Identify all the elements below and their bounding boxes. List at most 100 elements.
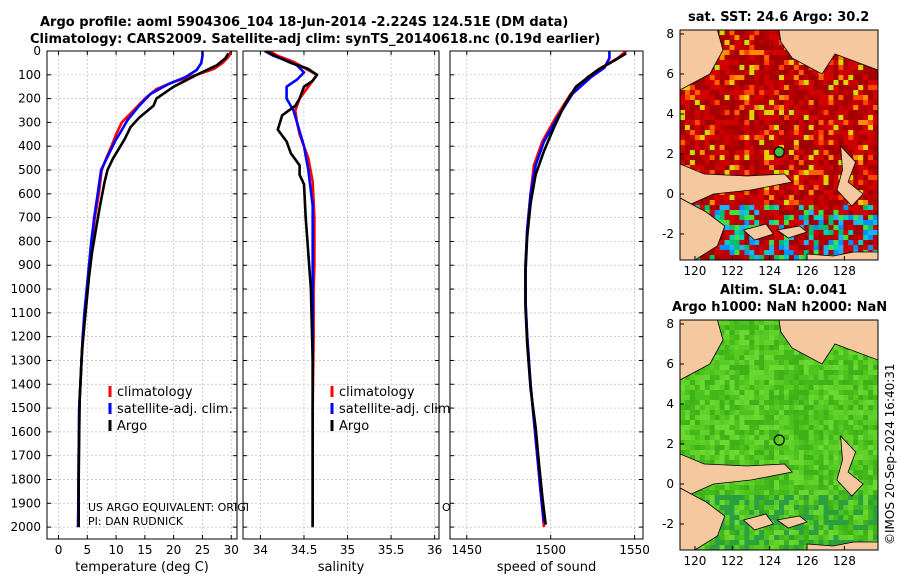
map-cell xyxy=(769,130,775,136)
map-cell xyxy=(833,145,839,151)
map-cell xyxy=(843,245,849,251)
map-cell xyxy=(858,465,864,471)
map-cell xyxy=(843,370,849,376)
note-stray-letter: O xyxy=(442,501,451,514)
map-cell xyxy=(803,250,809,256)
map-cell xyxy=(838,510,844,516)
map-cell xyxy=(729,145,735,151)
map-cell xyxy=(833,165,839,171)
map-cell xyxy=(734,420,740,426)
map-cell xyxy=(684,120,691,126)
map-cell xyxy=(808,365,814,371)
map-cell xyxy=(694,490,701,496)
map-cell xyxy=(729,460,735,466)
map-cell xyxy=(808,505,814,511)
map-cell xyxy=(689,90,696,96)
map-cell xyxy=(709,500,715,506)
map-cell xyxy=(744,105,750,111)
map-cell xyxy=(754,330,760,336)
argo-position-marker xyxy=(773,146,785,158)
map-cell xyxy=(749,65,755,71)
map-cell xyxy=(823,180,829,186)
map-cell xyxy=(754,200,760,206)
map-cell xyxy=(680,385,686,391)
map-cell xyxy=(838,350,844,356)
map-cell xyxy=(754,205,760,211)
map-cell xyxy=(714,455,720,461)
map-cell xyxy=(774,530,780,536)
map-cell xyxy=(689,160,696,166)
map-cell xyxy=(769,40,775,46)
map-cell xyxy=(788,105,795,111)
map-cell xyxy=(744,75,750,81)
map-cell xyxy=(734,170,740,176)
map-cell xyxy=(759,540,765,546)
map-cell xyxy=(774,85,780,91)
map-cell xyxy=(744,220,750,226)
map-cell xyxy=(729,235,735,241)
map-cell xyxy=(729,160,735,166)
map-cell xyxy=(774,515,780,521)
map-cell xyxy=(684,150,691,156)
map-cell xyxy=(769,385,775,391)
map-cell xyxy=(734,380,740,386)
map-cell xyxy=(749,320,755,326)
map-x-tick-label: 120 xyxy=(683,554,706,568)
map-cell xyxy=(848,425,854,431)
map-cell xyxy=(808,520,814,526)
map-cell xyxy=(843,210,849,216)
map-cell xyxy=(759,80,765,86)
map-cell xyxy=(764,445,770,451)
map-cell xyxy=(823,420,829,426)
map-cell xyxy=(793,95,800,101)
map-cell xyxy=(808,485,814,491)
map-cell xyxy=(853,115,859,121)
map-cell xyxy=(699,405,706,411)
map-cell xyxy=(724,85,730,91)
map-cell xyxy=(788,215,795,221)
map-cell xyxy=(704,445,710,451)
map-cell xyxy=(714,210,720,216)
map-cell xyxy=(828,470,834,476)
map-cell xyxy=(793,65,800,71)
map-cell xyxy=(724,70,730,76)
map-cell xyxy=(788,75,795,81)
map-cell xyxy=(749,480,755,486)
map-cell xyxy=(783,245,790,251)
map-cell xyxy=(828,125,834,131)
map-cell xyxy=(739,520,745,526)
land-mass xyxy=(680,197,726,260)
map-cell xyxy=(783,135,790,141)
map-cell xyxy=(779,115,785,121)
map-cell xyxy=(858,485,864,491)
map-cell xyxy=(714,155,720,161)
map-cell xyxy=(754,110,760,116)
map-cell xyxy=(739,65,745,71)
map-cell xyxy=(803,140,809,146)
map-cell xyxy=(704,140,710,146)
map-cell xyxy=(843,110,849,116)
map-cell xyxy=(759,240,765,246)
map-cell xyxy=(868,195,874,201)
map-cell xyxy=(754,170,760,176)
map-cell xyxy=(774,100,780,106)
map-cell xyxy=(774,335,780,341)
map-cell xyxy=(754,115,760,121)
map-cell xyxy=(863,455,869,461)
map-cell xyxy=(848,420,854,426)
map-cell xyxy=(868,120,874,126)
map-cell xyxy=(783,500,790,506)
map-cell xyxy=(694,200,701,206)
map-cell xyxy=(739,435,745,441)
map-cell xyxy=(724,340,730,346)
map-cell xyxy=(838,210,844,216)
map-cell xyxy=(843,75,849,81)
map-cell xyxy=(803,490,809,496)
map-cell xyxy=(853,535,859,541)
map-cell xyxy=(724,160,730,166)
map-cell xyxy=(848,205,854,211)
map-cell xyxy=(873,385,878,391)
map-cell xyxy=(699,440,706,446)
map-cell xyxy=(788,475,795,481)
title-line-2: Climatology: CARS2009. Satellite-adj cli… xyxy=(30,32,601,47)
